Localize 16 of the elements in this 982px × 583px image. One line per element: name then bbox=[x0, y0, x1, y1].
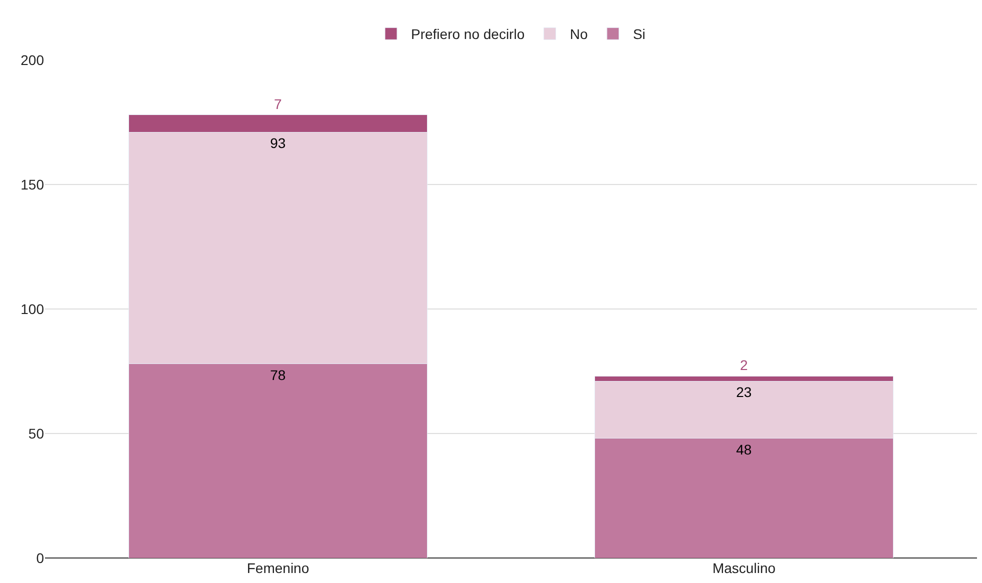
data-label: 48 bbox=[736, 441, 752, 458]
x-tick-label: Femenino bbox=[246, 560, 310, 576]
y-tick-label: 0 bbox=[36, 550, 44, 566]
data-label: 7 bbox=[274, 96, 282, 112]
x-tick-label: Masculino bbox=[712, 560, 776, 576]
legend-label: Prefiero no decirlo bbox=[411, 26, 525, 42]
y-tick-label: 150 bbox=[20, 176, 44, 192]
data-label: 93 bbox=[270, 135, 286, 152]
data-label: 23 bbox=[736, 384, 752, 400]
data-label: 78 bbox=[270, 366, 286, 383]
legend-label: Si bbox=[632, 26, 646, 42]
legend-label: No bbox=[570, 26, 588, 42]
y-tick-label: 200 bbox=[20, 52, 44, 68]
y-tick-label: 100 bbox=[20, 300, 44, 317]
y-tick-label: 50 bbox=[28, 425, 44, 442]
data-label: 2 bbox=[740, 357, 748, 374]
